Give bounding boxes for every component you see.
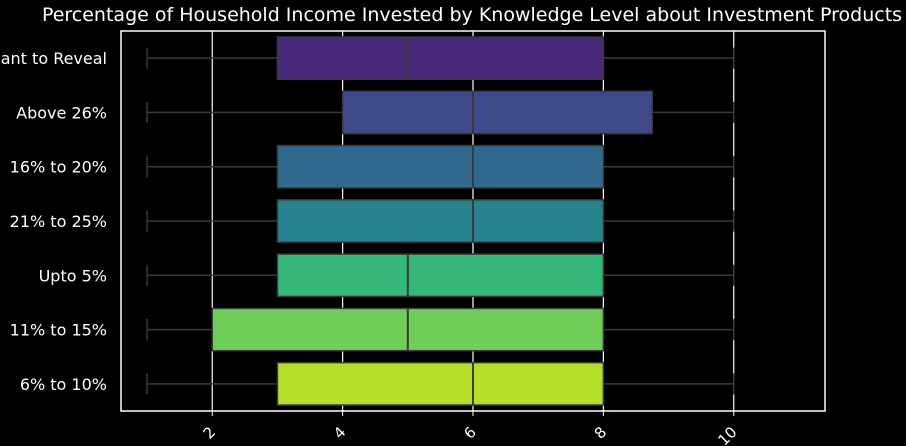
y-label-6: 6% to 10%: [20, 375, 107, 394]
box-iqr: [276, 36, 605, 81]
box-series: [146, 36, 735, 406]
x-axis-ticks: 2 4 6 8 10: [200, 411, 741, 446]
y-label-0: ant to Reveal: [1, 49, 107, 68]
y-axis-labels: ant to Reveal Above 26% 16% to 20% 21% to 2…: [1, 49, 107, 394]
x-tick-label-6: 6: [460, 423, 479, 442]
box-4: [146, 253, 735, 298]
y-label-1: Above 26%: [16, 103, 107, 122]
x-tick-label-4: 4: [330, 423, 349, 442]
x-tick-label-2: 2: [200, 423, 219, 442]
box-iqr: [276, 144, 605, 189]
box-iqr: [276, 199, 605, 243]
y-label-3: 21% to 25%: [10, 212, 107, 231]
x-tick-label-8: 8: [591, 423, 610, 442]
y-label-4: Upto 5%: [39, 266, 107, 285]
box-1: [146, 90, 735, 135]
box-iqr: [341, 90, 654, 135]
box-3: [146, 199, 735, 243]
x-tick-label-10: 10: [714, 423, 740, 446]
y-label-5: 11% to 15%: [10, 321, 107, 340]
box-0: [146, 36, 735, 81]
y-label-2: 16% to 20%: [10, 158, 107, 177]
box-iqr: [276, 361, 605, 406]
box-5: [146, 307, 735, 352]
chart-title: Percentage of Household Income Invested …: [42, 4, 902, 26]
box-iqr: [276, 253, 605, 298]
box-2: [146, 144, 735, 189]
box-6: [146, 361, 735, 406]
